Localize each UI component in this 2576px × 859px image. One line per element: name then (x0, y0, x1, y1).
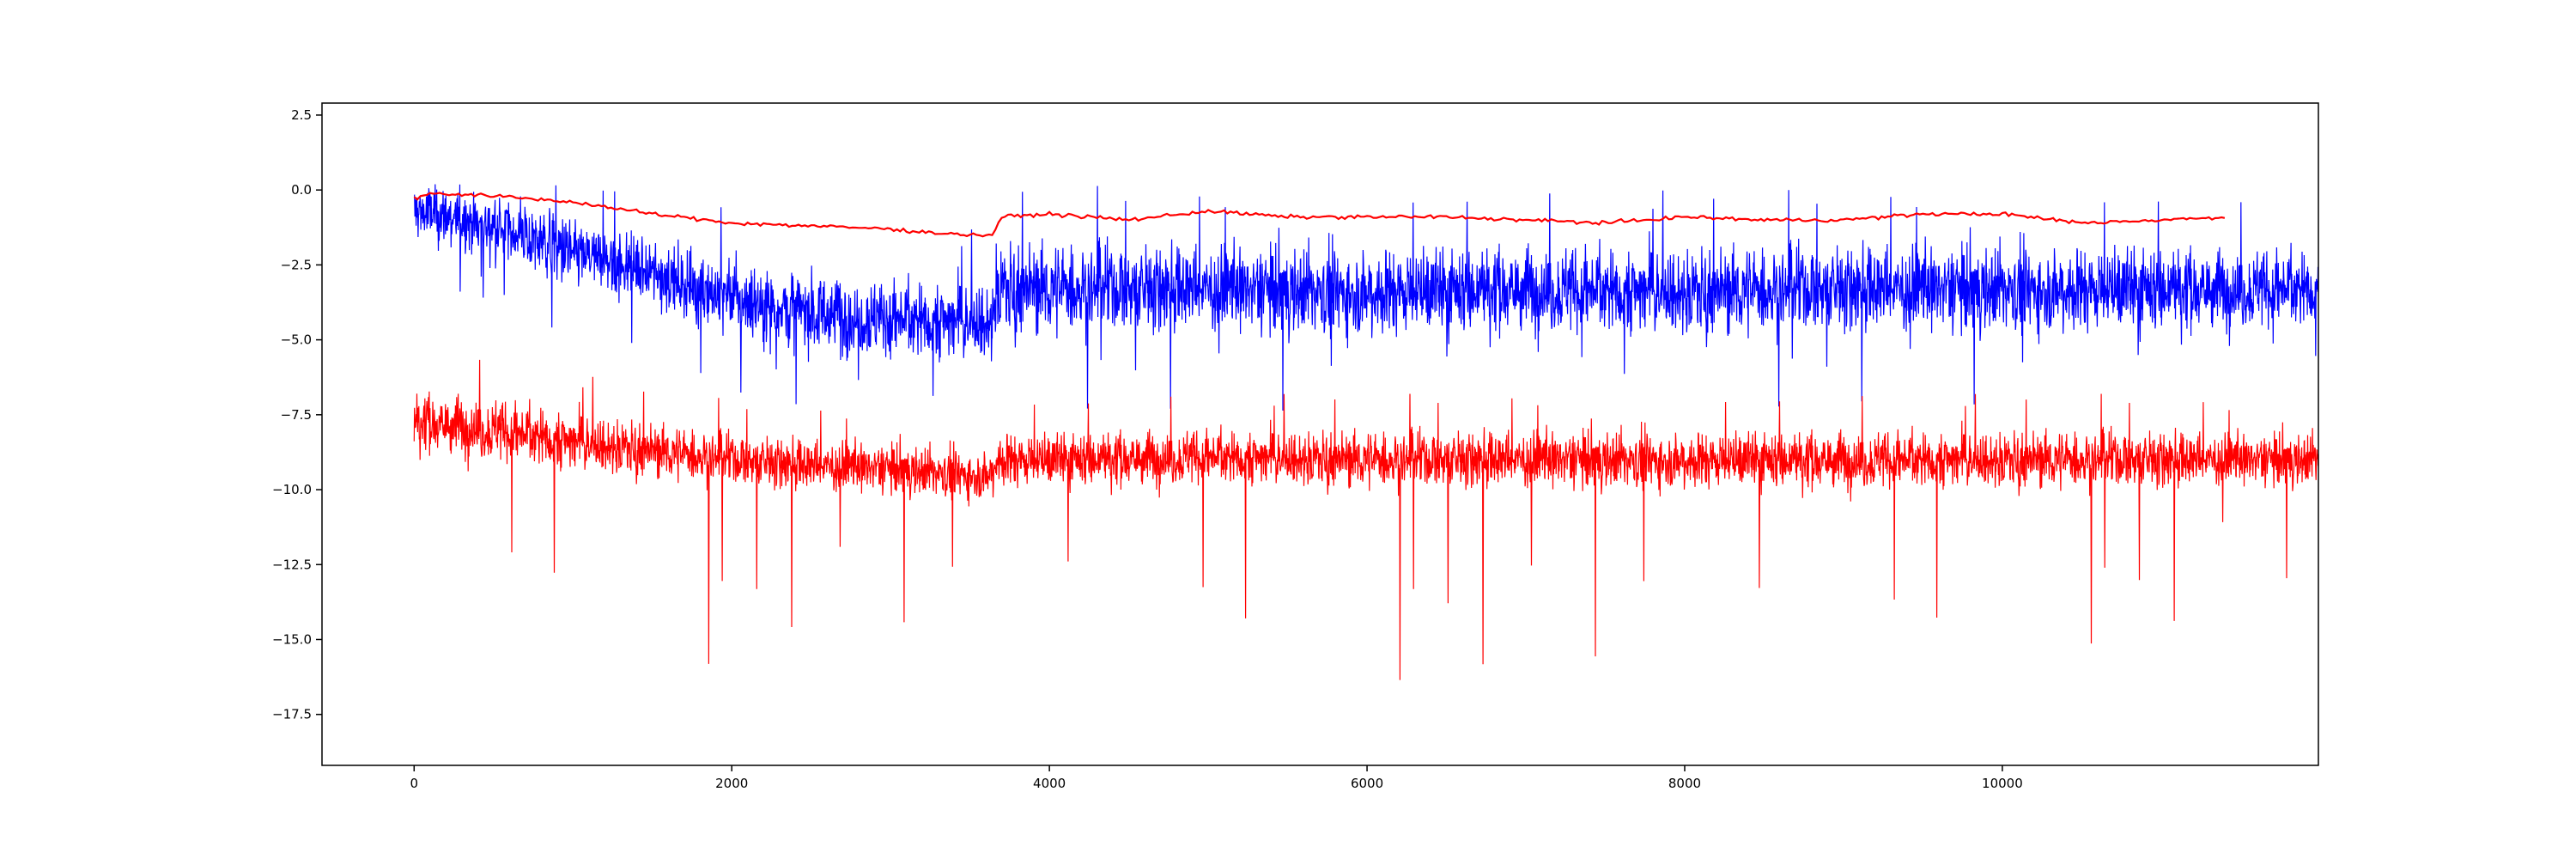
y-axis: 2.5 0.0 −2.5 −5.0 −7.5 −10.0 −12.5 −15.0 −17.5 (272, 107, 322, 722)
x-tick-label: 4000 (1033, 776, 1066, 791)
x-tick-label: 6000 (1351, 776, 1383, 791)
y-tick-label: −7.5 (281, 407, 312, 423)
y-tick-label: −15.0 (272, 631, 312, 647)
x-tick-label: 0 (410, 776, 419, 791)
series-layer (413, 184, 2318, 680)
series-line-1 (413, 359, 2318, 680)
y-tick-label: −17.5 (272, 707, 312, 722)
y-tick-label: 0.0 (291, 182, 312, 198)
series-line-0 (414, 184, 2318, 411)
y-tick-label: −12.5 (272, 557, 312, 572)
x-axis: 0 2000 4000 6000 8000 10000 (410, 765, 2023, 791)
x-tick-label: 2000 (715, 776, 748, 791)
x-tick-label: 10000 (1982, 776, 2023, 791)
series-line-2 (413, 192, 2226, 238)
plot-area-frame (321, 102, 2319, 766)
y-tick-label: −10.0 (272, 482, 312, 497)
x-tick-label: 8000 (1668, 776, 1701, 791)
y-tick-label: −2.5 (281, 257, 312, 272)
y-tick-label: −5.0 (281, 332, 312, 348)
y-tick-label: 2.5 (291, 107, 312, 123)
